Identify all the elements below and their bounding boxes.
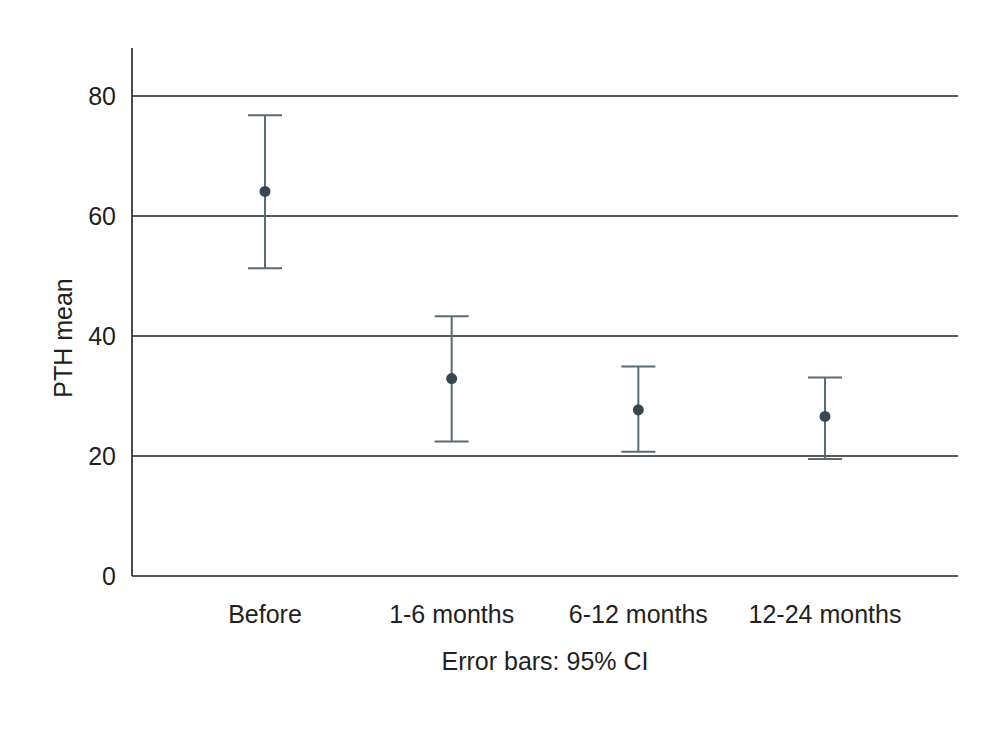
- grid-line: [132, 335, 958, 337]
- error-bar: [248, 115, 282, 268]
- error-bar-cap: [248, 267, 282, 269]
- y-tick-label: 0: [102, 562, 116, 590]
- annotation: Error bars: 95% CI: [441, 647, 648, 675]
- x-tick-label: Before: [228, 600, 302, 628]
- grid-line: [132, 575, 958, 577]
- mean-point: [260, 186, 271, 197]
- error-bar-cap: [248, 114, 282, 116]
- x-tick-label: 1-6 months: [389, 600, 514, 628]
- y-tick-label: 40: [88, 322, 116, 350]
- marks: [248, 115, 842, 459]
- mean-point: [633, 404, 644, 415]
- x-tick-label: 6-12 months: [569, 600, 708, 628]
- error-bar-cap: [435, 315, 469, 317]
- error-bar: [435, 316, 469, 441]
- error-bar-cap: [621, 451, 655, 453]
- y-axis-label: PTH mean: [49, 278, 77, 397]
- error-bar-cap: [435, 441, 469, 443]
- error-bar: [808, 377, 842, 459]
- chart: 0 20 40 60 80 Before 1-6 months 6-12 months 12-2…: [0, 0, 1000, 733]
- grid-line: [132, 455, 958, 457]
- y-tick-label: 60: [88, 202, 116, 230]
- grid-line: [132, 95, 958, 97]
- x-tick-label: 12-24 months: [749, 600, 902, 628]
- error-bar: [621, 367, 655, 452]
- mean-point: [446, 373, 457, 384]
- error-bar-cap: [808, 458, 842, 460]
- error-bar-cap: [621, 366, 655, 368]
- y-axis: [131, 48, 133, 576]
- error-bar-cap: [808, 376, 842, 378]
- y-tick-label: 80: [88, 82, 116, 110]
- y-tick-label: 20: [88, 442, 116, 470]
- mean-point: [820, 411, 831, 422]
- grid-line: [132, 215, 958, 217]
